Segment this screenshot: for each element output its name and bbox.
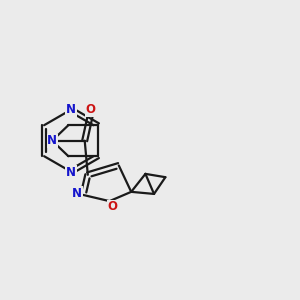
Text: N: N	[72, 187, 82, 200]
Text: O: O	[108, 200, 118, 213]
Text: O: O	[85, 103, 95, 116]
Text: N: N	[66, 166, 76, 179]
Text: N: N	[47, 134, 57, 147]
Text: N: N	[66, 103, 76, 116]
